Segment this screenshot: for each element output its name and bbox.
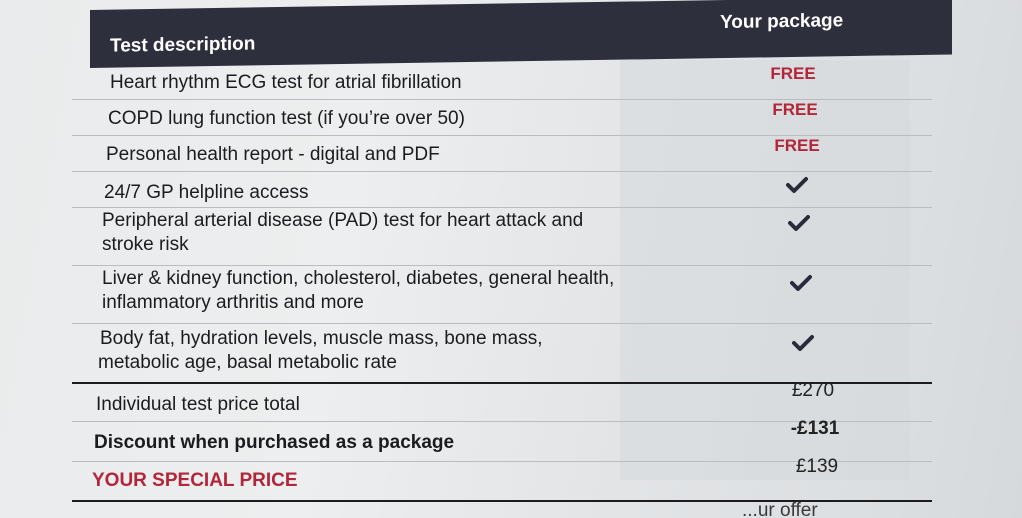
special-price-value: £139 [795,456,839,477]
row-value-check [756,274,846,292]
row-description: Body fat, hydration levels, muscle mass,… [100,328,543,349]
individual-total-value: £270 [791,380,835,401]
table-row: COPD lung function test (if you’re over … [72,100,932,136]
check-icon [788,215,810,231]
row-description: Personal health report - digital and PDF [106,144,440,165]
row-value-check [758,334,848,352]
special-price-row: YOUR SPECIAL PRICE £139 [72,456,932,502]
row-description: Heart rhythm ECG test for atrial fibrill… [110,72,462,93]
row-description-line2: inflammatory arthritis and more [102,292,364,313]
individual-total-label: Individual test price total [96,394,300,415]
row-value-check [752,176,842,194]
row-description: COPD lung function test (if you’re over … [108,108,465,129]
check-icon [792,335,814,351]
discount-row: Discount when purchased as a package -£1… [72,418,932,462]
check-icon [786,177,808,193]
row-value-free: FREE [774,136,820,155]
row-description-line2: stroke risk [102,234,189,255]
package-column-shade [620,60,910,480]
table-header: Test description Your package [90,0,952,69]
row-description: Liver & kidney function, cholesterol, di… [102,268,615,289]
table-row: Personal health report - digital and PDF… [72,136,932,172]
header-package: Your package [720,10,844,34]
row-description: 24/7 GP helpline access [104,182,309,203]
table-row: Peripheral arterial disease (PAD) test f… [72,210,932,266]
discount-value: -£131 [790,418,840,439]
discount-label: Discount when purchased as a package [94,432,455,453]
table-row: 24/7 GP helpline access [72,174,932,208]
individual-total-row: Individual test price total £270 [72,380,932,422]
row-value-check [754,214,844,232]
row-description: Peripheral arterial disease (PAD) test f… [102,210,584,231]
table-row: Liver & kidney function, cholesterol, di… [72,268,932,324]
row-description-line2: metabolic age, basal metabolic rate [98,352,397,373]
table-row: Body fat, hydration levels, muscle mass,… [72,326,932,384]
check-icon [790,275,812,291]
row-value-free: FREE [772,100,818,119]
header-description: Test description [110,33,256,57]
bottom-partial-text: ...ur offer [742,500,818,518]
row-value-free: FREE [770,64,816,83]
table-row: Heart rhythm ECG test for atrial fibrill… [72,64,932,100]
special-price-label: YOUR SPECIAL PRICE [92,470,298,491]
